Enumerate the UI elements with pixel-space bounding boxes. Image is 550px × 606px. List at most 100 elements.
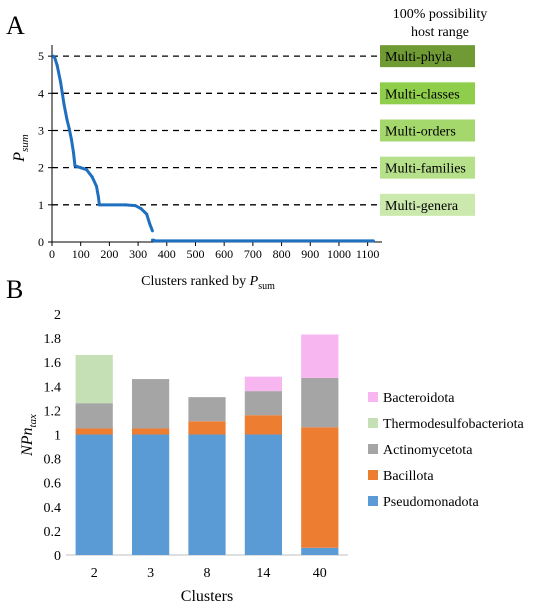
stacked-bars — [75, 334, 339, 555]
panel-b-y-tick-label: 0 — [54, 549, 61, 564]
panel-b-label: B — [6, 275, 23, 304]
panel-b-chart: 0 0.2 0.4 0.6 0.8 1 1.2 1.4 1.6 1.8 2 2 3 8 14 40 Bacte… — [19, 308, 525, 605]
panel-b-y-tick-label: 1.2 — [44, 404, 62, 419]
pSum-segment — [148, 221, 154, 233]
legend-swatch — [368, 392, 378, 402]
bar-segment — [75, 428, 113, 435]
panel-b-y-tick-label: 1.8 — [44, 332, 62, 347]
panel-a-y-tick-label: 0 — [38, 235, 44, 249]
panel-a-x-tick-label: 700 — [244, 247, 262, 261]
host-range-label: Multi-classes — [385, 87, 460, 102]
pSum-segment — [123, 203, 137, 208]
pSum-segment — [67, 127, 74, 142]
bar-segment — [75, 434, 113, 555]
panel-a-x-tick-label: 900 — [301, 247, 319, 261]
bar-segment — [131, 434, 170, 555]
bar-segment — [301, 547, 339, 555]
host-range-label: Multi-phyla — [385, 50, 453, 65]
panel-b-y-tick-label: 1.4 — [44, 380, 62, 395]
pSum-segment — [70, 138, 76, 155]
panel-b-x-tick-label: 40 — [313, 566, 327, 581]
panel-a-x-axis-label: Clusters ranked by Psum — [141, 274, 275, 292]
pSum-segment — [65, 117, 71, 131]
bar-segment — [75, 403, 113, 429]
bar-segment — [244, 434, 283, 555]
bar-segment — [75, 354, 113, 404]
panel-a-x-tick-label: 300 — [129, 247, 147, 261]
panel-a-y-tick-label: 3 — [38, 123, 44, 137]
host-range-boxes: Multi-phyla Multi-classes Multi-orders Mult… — [380, 45, 475, 216]
panel-a-y-tick-label: 1 — [38, 198, 44, 212]
pSum-segment — [72, 151, 77, 168]
panel-a-axes: 0 1 2 3 4 5 0 100 200 300 400 500 600 700 800 900 1000 11… — [38, 45, 382, 261]
panel-b-x-tick-label: 8 — [204, 566, 211, 581]
pSum-curve — [51, 54, 375, 243]
host-range-label: Multi-genera — [385, 199, 459, 214]
pSum-segment — [62, 102, 69, 121]
bar-segment — [244, 415, 283, 435]
host-range-box — [380, 119, 475, 142]
panel-a-y-tick-label: 4 — [38, 86, 44, 100]
bar-segment — [188, 434, 226, 555]
panel-a-y-tick-label: 5 — [38, 49, 44, 63]
bar-segment — [301, 427, 339, 548]
panel-a-chart: 0 1 2 3 4 5 0 100 200 300 400 500 600 700 800 900 1000 11… — [11, 7, 487, 292]
panel-b-y-tick-label: 2 — [54, 308, 61, 323]
legend-label: Bacteroidota — [383, 391, 455, 406]
host-range-box — [380, 156, 475, 179]
panel-b-y-tick-label: 0.4 — [44, 501, 62, 516]
panel-a-x-tick-label: 0 — [49, 247, 55, 261]
host-range-box — [380, 82, 475, 105]
panel-a-x-tick-label: 400 — [158, 247, 176, 261]
annotation-line-2: host range — [411, 25, 469, 40]
panel-a-x-tick-label: 800 — [273, 247, 291, 261]
bar-segment — [131, 428, 170, 435]
pSum-segment — [94, 184, 100, 199]
legend-label: Thermodesulfobacteriota — [383, 417, 525, 432]
panel-b-y-tick-label: 1.6 — [44, 356, 62, 371]
panel-a-x-tick-label: 1000 — [327, 247, 351, 261]
bar-segment — [188, 397, 226, 422]
legend-swatch — [368, 470, 378, 480]
bar-segment — [188, 421, 226, 435]
panel-b-y-axis-label: NPntax — [19, 414, 39, 457]
legend: Bacteroidota Thermodesulfobacteriota Actin… — [368, 391, 525, 510]
bar-segment — [244, 376, 283, 392]
panel-b-x-tick-label: 14 — [256, 566, 270, 581]
pSum-segment — [84, 168, 94, 179]
legend-label: Actinomycetota — [383, 443, 473, 458]
bar-segment — [244, 391, 283, 416]
bar-segment — [301, 334, 339, 378]
panel-b-y-tick-label: 1 — [54, 429, 61, 444]
panel-b-y-tick-label: 0.2 — [44, 525, 62, 540]
panel-a-x-tick-label: 200 — [100, 247, 118, 261]
panel-a-y-tick-label: 2 — [38, 161, 44, 175]
pSum-segment — [90, 175, 98, 188]
legend-swatch — [368, 418, 378, 428]
panel-a-x-tick-label: 500 — [186, 247, 204, 261]
pSum-segment — [59, 80, 66, 106]
annotation-line-1: 100% possibility — [393, 7, 488, 22]
panel-a-label: A — [6, 11, 25, 40]
pSum-segment — [145, 212, 152, 225]
panel-a-x-tick-label: 600 — [215, 247, 233, 261]
panel-b-y-tick-label: 0.6 — [44, 477, 62, 492]
panel-b-x-tick-label: 2 — [91, 566, 98, 581]
host-range-box — [380, 193, 475, 216]
legend-swatch — [368, 496, 378, 506]
panel-a-x-tick-label: 1100 — [356, 247, 380, 261]
legend-swatch — [368, 444, 378, 454]
panel-b-x-axis-label: Clusters — [181, 588, 233, 605]
panel-a-y-axis-label: Psum — [11, 134, 31, 163]
threshold-lines — [52, 55, 380, 206]
host-range-box — [380, 45, 475, 68]
panel-b-y-tick-label: 0.8 — [44, 453, 62, 468]
legend-label: Pseudomonadota — [383, 495, 479, 510]
panel-b-x-tick-label: 3 — [147, 566, 154, 581]
panel-a-x-tick-label: 100 — [72, 247, 90, 261]
pSum-segment — [55, 63, 63, 84]
host-range-label: Multi-orders — [385, 124, 456, 139]
panel-b-axes: 0 0.2 0.4 0.6 0.8 1 1.2 1.4 1.6 1.8 2 2 3 8 14 40 — [44, 308, 348, 581]
bar-segment — [131, 379, 170, 429]
